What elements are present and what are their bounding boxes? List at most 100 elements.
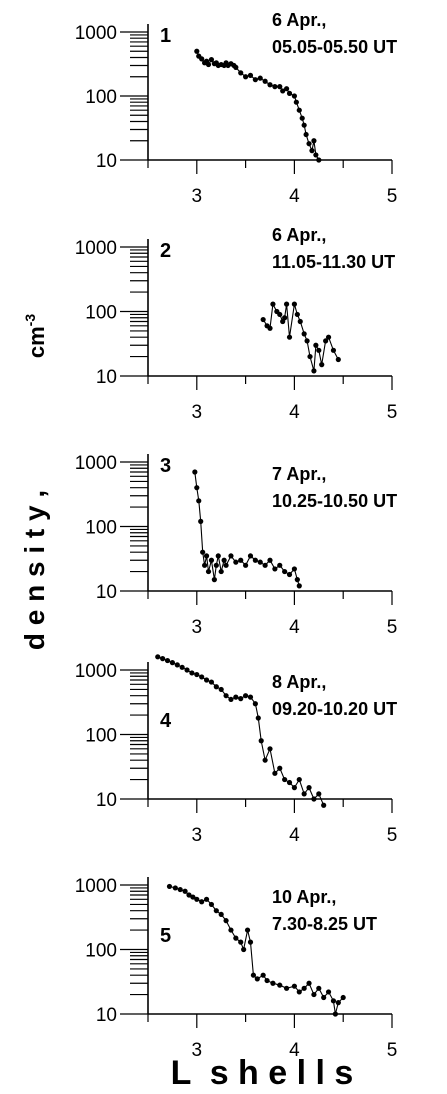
data-point [244, 927, 251, 933]
panel-annotation-line: 10 Apr., [272, 887, 336, 907]
x-tick-label: 5 [387, 186, 398, 207]
data-point [182, 888, 188, 894]
data-point [260, 972, 266, 978]
data-point [286, 334, 293, 340]
data-point [252, 701, 258, 707]
data-point [335, 1000, 341, 1006]
data-point [260, 316, 266, 323]
data-point [280, 88, 286, 94]
data-point [243, 693, 249, 699]
panel-annotation-line: 09.20-10.20 UT [272, 699, 397, 719]
data-point [294, 311, 300, 318]
data-point [262, 562, 268, 568]
y-tick-label: 1000 [75, 23, 117, 44]
panel-5: 1000 100 10 3 4 5 5 10 Apr., 7.30-8.25 UT [75, 876, 398, 1061]
data-point [291, 983, 297, 989]
data-point [223, 693, 229, 699]
data-point [247, 553, 254, 559]
data-point [233, 559, 239, 565]
data-point [155, 654, 161, 660]
y-tick-label: 10 [96, 582, 117, 603]
data-point [316, 791, 322, 797]
data-point [330, 347, 337, 353]
data-point [299, 115, 305, 121]
data-point [252, 557, 258, 563]
data-point [296, 107, 302, 113]
data-point [282, 568, 288, 575]
data-point [309, 148, 315, 154]
data-point [198, 518, 204, 524]
data-point [166, 883, 173, 890]
data-point [323, 338, 329, 344]
x-tick-label: 3 [192, 1040, 203, 1061]
data-point [177, 886, 183, 893]
y-tick-label: 1000 [75, 876, 117, 897]
data-point [205, 568, 212, 575]
data-point [272, 566, 278, 572]
data-series-line [196, 51, 320, 161]
panel-3: 1000 100 10 3 4 5 3 7 Apr., 10.25-10.50 UT [75, 453, 398, 638]
data-point [272, 770, 278, 776]
data-point [277, 562, 283, 568]
data-point [340, 994, 346, 1001]
y-tick-label: 10 [96, 790, 117, 811]
data-point [247, 72, 254, 78]
data-point [332, 1011, 338, 1017]
data-point [267, 746, 273, 752]
data-point [250, 972, 257, 978]
x-tick-label: 4 [289, 617, 300, 638]
data-point [282, 776, 288, 783]
data-point [313, 152, 319, 158]
data-point [267, 325, 273, 331]
data-point [262, 757, 268, 763]
data-point [179, 664, 185, 670]
data-series-line [194, 471, 300, 587]
x-tick-label: 4 [289, 186, 300, 207]
data-point [277, 311, 283, 318]
y-tick-label: 10 [96, 151, 117, 172]
panel-annotation-line: 05.05-05.50 UT [272, 37, 397, 57]
data-point [184, 667, 190, 673]
data-point [291, 301, 297, 307]
data-point [330, 998, 337, 1004]
data-point [282, 315, 288, 321]
data-point [316, 347, 322, 353]
data-point [194, 48, 200, 54]
data-point [243, 562, 249, 568]
y-tick-label: 100 [85, 518, 117, 539]
data-point [203, 677, 210, 683]
data-point [194, 896, 200, 902]
data-point [218, 911, 224, 918]
y-tick-label: 1000 [75, 661, 117, 682]
data-point [243, 74, 249, 80]
x-tick-label: 3 [192, 825, 203, 846]
panel-1: 1000 100 10 3 4 5 1 6 Apr., 05.05-05.50 UT [75, 10, 398, 207]
data-point [277, 765, 283, 771]
data-point [247, 694, 254, 700]
data-point [291, 93, 297, 99]
data-point [252, 77, 258, 83]
data-point [203, 896, 210, 902]
data-point [211, 577, 217, 583]
data-point [270, 980, 276, 986]
data-point [186, 892, 192, 898]
data-point [296, 583, 302, 589]
data-point [199, 674, 205, 680]
data-point [296, 989, 302, 995]
data-point [301, 791, 307, 797]
data-point [203, 553, 210, 559]
y-tick-label: 10 [96, 1005, 117, 1026]
data-point [233, 935, 239, 941]
y-tick-label: 1000 [75, 238, 117, 259]
data-point [296, 776, 302, 783]
panel-annotation-line: 6 Apr., [272, 10, 326, 30]
data-point [223, 562, 229, 568]
data-point [255, 715, 261, 721]
panel-annotation-line: 10.25-10.50 UT [272, 491, 397, 511]
data-point [169, 660, 175, 666]
data-point [311, 796, 317, 802]
y-tick-label: 100 [85, 87, 117, 108]
data-point [277, 982, 283, 988]
y-axis-unit-base: cm [24, 326, 49, 358]
